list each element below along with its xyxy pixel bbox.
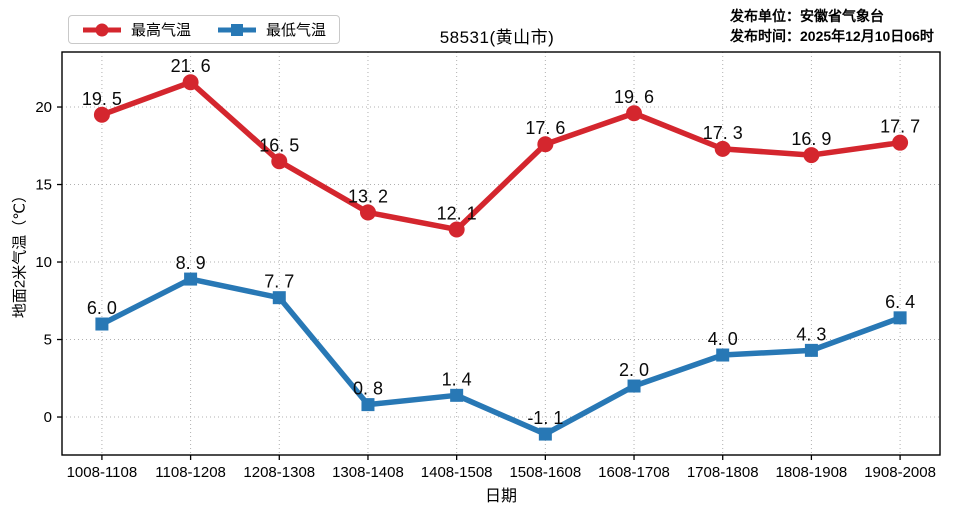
max-temp-point-marker bbox=[448, 221, 465, 238]
min-temp-value-label: 4. 0 bbox=[708, 329, 738, 349]
max-temp-point-marker bbox=[182, 74, 199, 91]
max-temp-point-marker bbox=[626, 105, 643, 122]
max-temp-value-label: 19. 6 bbox=[614, 87, 654, 107]
chart-legend: 最高气温 最低气温 bbox=[68, 15, 341, 44]
min-temp-line-square-marker-icon bbox=[218, 23, 257, 36]
max-temp-value-label: 21. 6 bbox=[171, 56, 211, 76]
max-temp-point-marker bbox=[359, 204, 376, 221]
min-temp-value-label: -1. 1 bbox=[527, 408, 563, 428]
max-temp-point-marker bbox=[271, 153, 288, 170]
max-temp-point-marker bbox=[803, 147, 820, 164]
min-temp-point-marker bbox=[450, 388, 464, 402]
max-temp-point-marker bbox=[537, 136, 554, 153]
max-temp-line-circle-marker-icon bbox=[83, 23, 121, 36]
min-temp-value-label: 6. 4 bbox=[885, 292, 915, 312]
min-temp-value-label: 4. 3 bbox=[796, 324, 826, 344]
max-temp-value-label: 12. 1 bbox=[437, 203, 477, 223]
max-temp-value-label: 13. 2 bbox=[348, 186, 388, 206]
min-temp-point-marker bbox=[893, 311, 907, 325]
min-temp-point-marker bbox=[538, 427, 552, 441]
x-tick-label: 1408-1508 bbox=[421, 464, 493, 481]
max-temp-value-label: 19. 5 bbox=[82, 89, 122, 109]
max-temp-value-label: 17. 7 bbox=[880, 117, 920, 137]
axes-frame bbox=[61, 51, 941, 456]
min-temp-value-label: 1. 4 bbox=[442, 369, 472, 389]
min-temp-point-marker bbox=[716, 348, 730, 362]
min-temp-point-marker bbox=[361, 398, 375, 412]
publisher-unit-line: 发布单位：安徽省气象台 bbox=[730, 8, 884, 24]
max-temp-point-marker bbox=[93, 106, 110, 123]
x-tick-label: 1608-1708 bbox=[598, 464, 670, 481]
x-tick-label: 1008-1108 bbox=[67, 464, 138, 481]
legend-item-min-temp: 最低气温 bbox=[217, 19, 326, 40]
y-tick-label: 15 bbox=[35, 177, 52, 194]
y-tick-label: 20 bbox=[35, 99, 52, 116]
max-temp-value-label: 17. 6 bbox=[525, 118, 565, 138]
max-temp-value-label: 17. 3 bbox=[703, 123, 743, 143]
min-temp-value-label: 6. 0 bbox=[87, 298, 117, 318]
x-axis-label: 日期 bbox=[484, 488, 518, 505]
chart-title: 58531(黄山市) bbox=[439, 28, 555, 47]
max-temp-line bbox=[99, 79, 903, 233]
x-tick-label: 1508-1608 bbox=[509, 464, 581, 481]
min-temp-point-marker bbox=[627, 379, 641, 393]
legend-label-min-temp: 最低气温 bbox=[266, 22, 327, 39]
y-tick-label: 5 bbox=[44, 332, 52, 349]
x-tick-label: 1308-1408 bbox=[332, 464, 404, 481]
legend-item-max-temp: 最高气温 bbox=[82, 19, 191, 40]
min-temp-point-marker bbox=[804, 343, 818, 357]
min-temp-point-marker bbox=[272, 291, 286, 305]
min-temp-value-label: 0. 8 bbox=[353, 379, 383, 399]
max-temp-value-label: 16. 9 bbox=[791, 129, 831, 149]
x-tick-label: 1208-1308 bbox=[243, 464, 315, 481]
min-temp-value-label: 8. 9 bbox=[176, 253, 206, 273]
x-tick-label: 1808-1908 bbox=[776, 464, 848, 481]
x-tick-label: 1708-1808 bbox=[687, 464, 759, 481]
max-temp-value-label: 16. 5 bbox=[259, 135, 299, 155]
min-temp-value-label: 7. 7 bbox=[264, 272, 294, 292]
x-tick-label: 1108-1208 bbox=[155, 464, 226, 481]
y-tick-label: 10 bbox=[35, 254, 52, 271]
min-temp-point-marker bbox=[95, 317, 109, 331]
min-temp-line bbox=[99, 276, 903, 437]
max-temp-point-marker bbox=[714, 140, 731, 157]
publish-time-line: 发布时间：2025年12月10日06时 bbox=[730, 28, 934, 44]
y-axis-label: 地面2米气温（℃） bbox=[11, 187, 29, 319]
legend-label-max-temp: 最高气温 bbox=[131, 22, 192, 39]
min-temp-point-marker bbox=[184, 272, 198, 286]
x-tick-label: 1908-2008 bbox=[864, 464, 936, 481]
min-temp-value-label: 2. 0 bbox=[619, 360, 649, 380]
publisher-info: 发布单位：安徽省气象台 发布时间：2025年12月10日06时 bbox=[730, 6, 934, 46]
y-tick-label: 0 bbox=[44, 409, 52, 426]
max-temp-point-marker bbox=[892, 134, 909, 151]
